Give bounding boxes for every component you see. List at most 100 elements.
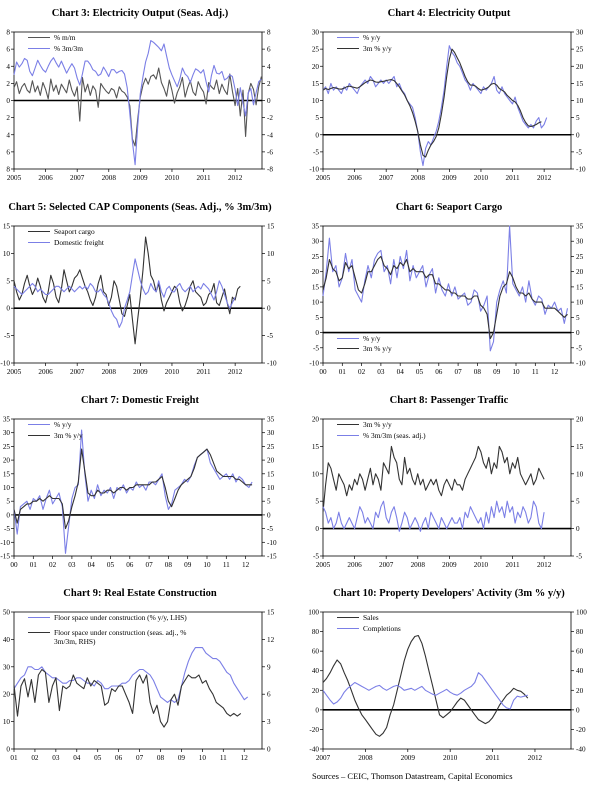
series-line-2 — [322, 500, 545, 532]
y-right-tick-label: -5 — [576, 148, 582, 156]
y-right-tick-label: 0 — [267, 305, 271, 313]
y-tick-label: -5 — [4, 525, 10, 533]
x-tick-label: 08 — [474, 368, 482, 376]
y-right-tick-label: 25 — [576, 253, 584, 261]
y-tick-label: 10 — [312, 97, 320, 105]
y-right-tick-label: 15 — [576, 443, 584, 451]
x-tick-label: 09 — [178, 754, 186, 762]
y-right-tick-label: 40 — [576, 667, 584, 675]
y-tick-label: 6 — [6, 46, 10, 54]
x-tick-label: 2005 — [7, 368, 22, 376]
y-right-tick-label: -10 — [576, 360, 586, 368]
legend-label: % 3m/3m — [54, 44, 83, 53]
y-right-tick-label: 25 — [576, 46, 584, 54]
y-tick-label: 4 — [6, 131, 10, 139]
chart-panel-6: Chart 8: Passenger Traffic -5 0 5 10 15 20 -5 0 5… — [303, 393, 595, 583]
chart-panel-5: Chart 7: Domestic Freight -15 -10 -5 0 5 10 15 2… — [0, 393, 286, 583]
x-tick-label: 2011 — [486, 754, 501, 762]
y-tick-label: 10 — [3, 250, 11, 258]
y-right-tick-label: 0 — [576, 525, 580, 533]
sources-note: Sources – CEIC, Thomson Datastream, Capi… — [312, 771, 513, 781]
y-tick-label: 60 — [312, 648, 320, 656]
y-right-tick-label: 30 — [576, 29, 584, 37]
y-tick-label: 5 — [315, 498, 319, 506]
legend-label: Floor space under construction (seas. ad… — [54, 628, 186, 637]
x-tick-label: 2006 — [347, 174, 362, 182]
x-tick-label: 2005 — [316, 174, 331, 182]
y-tick-label: 6 — [6, 148, 10, 156]
y-right-tick-label: 15 — [267, 470, 275, 478]
x-tick-label: 2010 — [443, 754, 458, 762]
y-tick-label: -15 — [0, 553, 10, 561]
y-tick-label: 0 — [315, 329, 319, 337]
x-tick-label: 00 — [319, 368, 327, 376]
chart-title: Chart 3: Electricity Output (Seas. Adj.) — [51, 8, 229, 19]
y-right-tick-label: 30 — [267, 429, 275, 437]
y-tick-label: 30 — [312, 29, 320, 37]
y-tick-label: 15 — [3, 223, 11, 231]
x-tick-label: 05 — [416, 368, 424, 376]
y-tick-label: 20 — [312, 416, 320, 424]
y-tick-label: 25 — [312, 253, 320, 261]
y-tick-label: -5 — [4, 332, 10, 340]
chart-panel-3: Chart 5: Selected CAP Components (Seas. … — [0, 200, 286, 390]
y-tick-label: 25 — [3, 443, 11, 451]
y-tick-label: 15 — [312, 283, 320, 291]
y-tick-label: 40 — [312, 667, 320, 675]
y-tick-label: 25 — [312, 46, 320, 54]
y-tick-label: -10 — [0, 539, 10, 547]
y-right-tick-label: -20 — [576, 726, 586, 734]
y-tick-label: 2 — [6, 80, 10, 88]
x-tick-label: 05 — [94, 754, 102, 762]
y-right-tick-label: 100 — [576, 609, 587, 617]
y-tick-label: 8 — [6, 29, 10, 37]
x-tick-label: 2012 — [228, 368, 243, 376]
y-right-tick-label: -8 — [267, 166, 273, 174]
y-right-tick-label: 30 — [576, 238, 584, 246]
y-right-tick-label: 4 — [267, 63, 271, 71]
chart-svg: -40 -20 0 20 40 60 80 100 -40 -20 0 20 40 60 80 100 2007… — [308, 609, 587, 763]
x-tick-label: 00 — [10, 561, 18, 569]
y-tick-label: 15 — [312, 443, 320, 451]
x-tick-label: 2012 — [528, 754, 543, 762]
x-tick-label: 2006 — [347, 561, 362, 569]
x-tick-label: 2008 — [411, 561, 426, 569]
y-tick-label: 20 — [312, 687, 320, 695]
y-tick-label: 10 — [3, 484, 11, 492]
plot-frame — [322, 418, 572, 557]
y-right-tick-label: 0 — [576, 329, 580, 337]
y-tick-label: 30 — [312, 238, 320, 246]
series-line-2 — [13, 448, 253, 530]
x-tick-label: 2008 — [358, 754, 373, 762]
x-tick-label: 07 — [136, 754, 144, 762]
x-tick-label: 11 — [220, 754, 227, 762]
x-tick-label: 03 — [52, 754, 60, 762]
y-tick-label: 10 — [3, 718, 11, 726]
x-tick-label: 12 — [242, 561, 250, 569]
y-tick-label: -10 — [309, 360, 319, 368]
y-right-tick-label: 35 — [267, 416, 275, 424]
y-tick-label: 40 — [3, 636, 11, 644]
y-right-tick-label: 0 — [267, 97, 271, 105]
y-right-tick-label: 60 — [576, 648, 584, 656]
y-right-tick-label: -40 — [576, 746, 586, 754]
x-tick-label: 01 — [10, 754, 18, 762]
y-right-tick-label: 20 — [576, 268, 584, 276]
chart-svg: -10 -5 0 5 10 15 20 25 30 -10 -5 0 5 10 15 20 25 30 2005 20… — [309, 29, 586, 183]
y-right-tick-label: 2 — [267, 80, 271, 88]
x-tick-label: 2009 — [133, 368, 148, 376]
chart-title: Chart 7: Domestic Freight — [81, 395, 199, 406]
x-tick-label: 2010 — [165, 174, 180, 182]
y-tick-label: 5 — [6, 277, 10, 285]
x-tick-label: 2008 — [102, 368, 117, 376]
series-line-1 — [13, 647, 249, 703]
y-tick-label: 4 — [6, 63, 10, 71]
y-tick-label: 50 — [3, 609, 11, 617]
chart-panel-7: Chart 9: Real Estate Construction 0 10 20 30… — [0, 586, 286, 776]
y-right-tick-label: 9 — [267, 663, 271, 671]
y-right-tick-label: 20 — [267, 457, 275, 465]
series-line-2 — [13, 40, 262, 166]
x-tick-label: 12 — [551, 368, 559, 376]
y-right-tick-label: 80 — [576, 628, 584, 636]
